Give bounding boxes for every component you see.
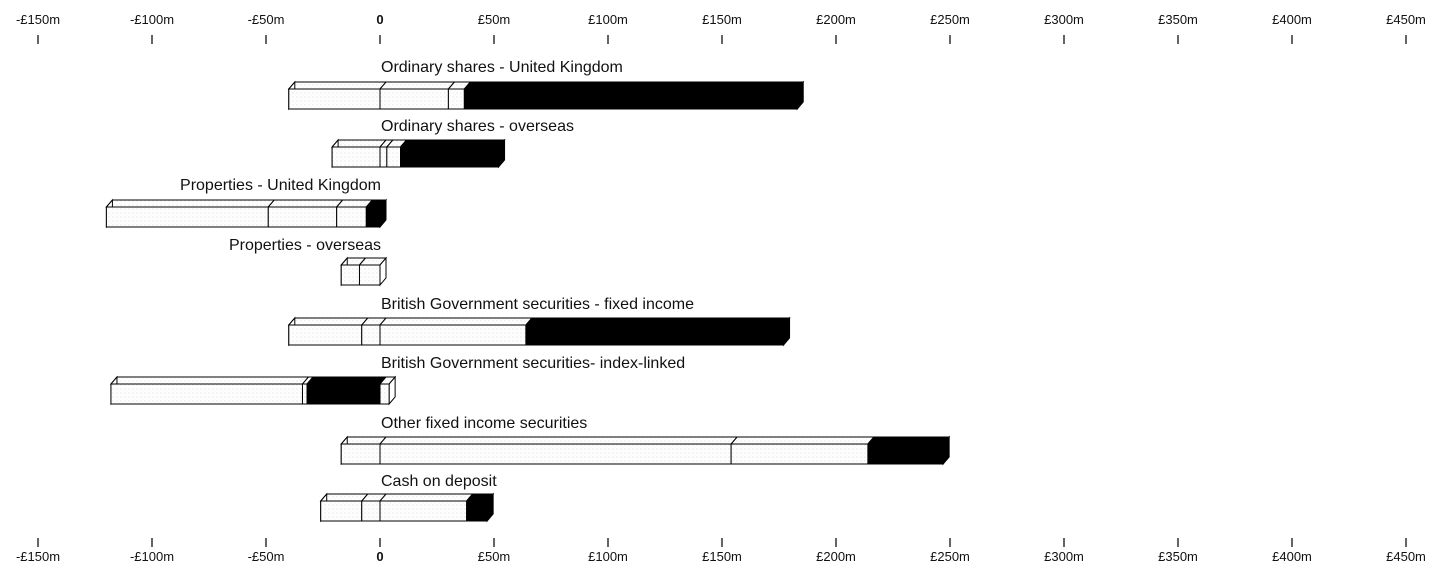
bar-segment-top	[109, 376, 310, 385]
bar-segment	[336, 206, 367, 228]
top-axis: -£150m -£100m -£50m 0 £50m £100m £150m £200m £25…	[16, 12, 1426, 44]
top-tick-label: £100m	[588, 12, 628, 27]
bar-segment	[379, 324, 527, 346]
bar-label: Cash on deposit	[381, 473, 497, 490]
bar-segment	[379, 443, 732, 465]
top-tick-label: £250m	[930, 12, 970, 27]
bottom-tick-label: -£100m	[130, 549, 174, 564]
bottom-tick-label: -£50m	[248, 549, 285, 564]
bar-segment	[306, 383, 381, 405]
bar-segment	[447, 88, 465, 110]
top-tick-label: £400m	[1272, 12, 1312, 27]
bar-group: Ordinary shares - United Kingdom	[287, 59, 805, 111]
top-tick-label: -£100m	[130, 12, 174, 27]
bar-segment	[358, 264, 381, 286]
bottom-tick-label: £350m	[1158, 549, 1198, 564]
bar-segment-top	[305, 376, 388, 385]
top-tick-label: £200m	[816, 12, 856, 27]
bar-segment	[340, 443, 381, 465]
bar-segment	[730, 443, 869, 465]
bar-segment-top	[378, 436, 739, 445]
top-tick-label: £50m	[478, 12, 511, 27]
bar-segment-top	[378, 317, 534, 326]
bottom-axis: -£150m -£100m -£50m 0 £50m £100m £150m £200m £25…	[16, 538, 1426, 564]
bar-label: Ordinary shares - United Kingdom	[381, 59, 623, 76]
top-tick-label: -£150m	[16, 12, 60, 27]
bar-segment	[379, 500, 468, 522]
bar-label: Properties - overseas	[229, 237, 381, 254]
bar-segment-top	[378, 493, 474, 502]
bar-segment-top	[463, 81, 805, 90]
bar-segment	[361, 500, 381, 522]
bar-segment-top	[866, 436, 951, 445]
bars: Ordinary shares - United Kingdom Ordinary…	[105, 59, 951, 523]
bar-group: Cash on deposit	[319, 473, 497, 523]
bar-segment-top	[331, 139, 388, 148]
bar-group: Other fixed income securities	[340, 415, 951, 466]
bar-label: British Government securities - fixed in…	[381, 296, 694, 313]
bar-segment	[525, 324, 785, 346]
bottom-tick-label: £200m	[816, 549, 856, 564]
bar-segment	[466, 500, 488, 522]
bottom-tick-label: 0	[376, 549, 383, 564]
top-tick-label: £450m	[1386, 12, 1426, 27]
bar-segment	[463, 88, 798, 110]
bottom-tick-label: £100m	[588, 549, 628, 564]
bar-segment	[361, 324, 381, 346]
top-tick-label: 0	[376, 12, 383, 27]
bar-group: British Government securities - fixed in…	[287, 296, 791, 347]
bar-label: British Government securities- index-lin…	[381, 355, 685, 372]
bar-segment	[288, 324, 363, 346]
top-tick-label: £300m	[1044, 12, 1084, 27]
bar-segment-top	[399, 139, 506, 148]
bar-segment-top	[319, 493, 369, 502]
bar-group: British Government securities- index-lin…	[109, 355, 685, 406]
bottom-tick-label: -£150m	[16, 549, 60, 564]
bottom-tick-label: £300m	[1044, 549, 1084, 564]
bottom-tick-label: £250m	[930, 549, 970, 564]
bar-segment	[288, 88, 381, 110]
bar-segment-top	[524, 317, 791, 326]
bar-segment-top	[730, 436, 876, 445]
bar-label: Other fixed income securities	[381, 415, 587, 432]
bar-group: Properties - overseas	[229, 237, 388, 287]
bottom-tick-label: £400m	[1272, 549, 1312, 564]
bar-segment	[110, 383, 303, 405]
top-tick-label: £150m	[702, 12, 742, 27]
bar-segment	[867, 443, 944, 465]
bar-group: Properties - United Kingdom	[105, 177, 388, 229]
bar-segment-top	[105, 199, 276, 208]
bar-segment	[379, 146, 388, 168]
bar-segment	[331, 146, 381, 168]
bar-segment	[267, 206, 338, 228]
bar-segment-top	[340, 436, 388, 445]
bar-segment	[340, 264, 360, 286]
bar-segment-top	[267, 199, 344, 208]
bar-segment	[379, 383, 390, 405]
bar-segment	[301, 383, 308, 405]
bar-segment	[400, 146, 500, 168]
bar-segment	[105, 206, 269, 228]
bottom-tick-label: £150m	[702, 549, 742, 564]
top-tick-label: -£50m	[248, 12, 285, 27]
bar-segment	[320, 500, 363, 522]
bottom-tick-label: £450m	[1386, 549, 1426, 564]
bottom-tick-label: £50m	[478, 549, 511, 564]
bar-label: Properties - United Kingdom	[180, 177, 381, 194]
bar-segment-top	[378, 81, 456, 90]
bar-group: Ordinary shares - overseas	[331, 118, 574, 169]
bar-label: Ordinary shares - overseas	[381, 118, 574, 135]
bar-segment-top	[287, 81, 388, 90]
bar-segment-top	[287, 317, 369, 326]
top-tick-label: £350m	[1158, 12, 1198, 27]
bar-segment	[379, 88, 449, 110]
bar-segment	[386, 146, 402, 168]
bar-segment	[365, 206, 381, 228]
